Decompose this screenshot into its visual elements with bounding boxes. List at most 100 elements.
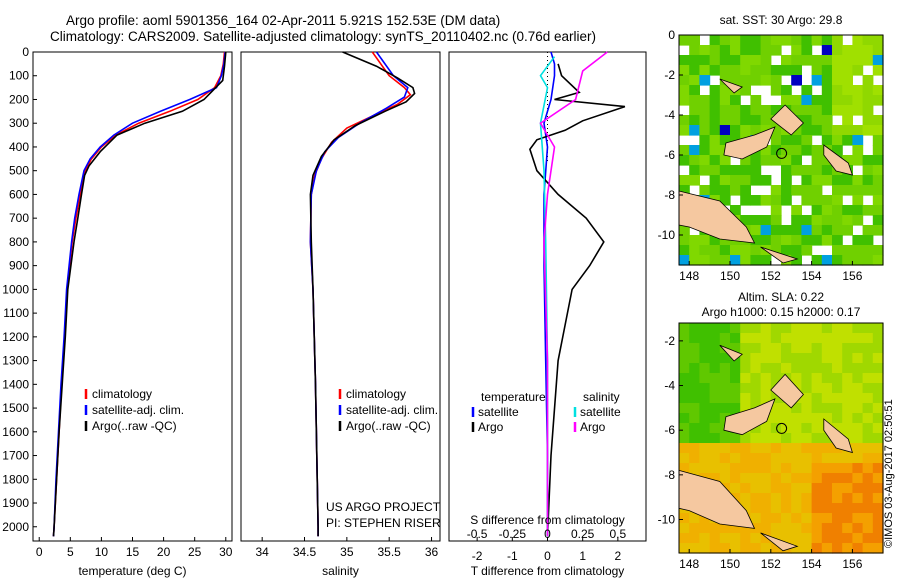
sla_map-cell	[842, 383, 853, 394]
sst_map-cell	[862, 185, 874, 196]
sst_map-cell	[699, 125, 711, 136]
sla_map-cell	[709, 533, 721, 544]
sla_map-cell	[862, 433, 874, 444]
sla_map-cell	[770, 513, 782, 524]
sla_map-cell	[699, 403, 711, 414]
sst_map-cell	[719, 65, 731, 76]
diff-stick-label-1: -0.25	[499, 527, 527, 541]
sst_map-cell	[821, 135, 833, 146]
sla_map-cell	[801, 373, 813, 384]
sla_map-cell	[852, 513, 864, 524]
sst_map-cell	[862, 155, 874, 166]
sst_map-cell	[791, 125, 802, 136]
sla_map-cell	[842, 533, 853, 544]
sst_map-cell	[699, 105, 711, 116]
sla_map-cell	[770, 433, 782, 444]
temp-ytick-label-0: 0	[22, 45, 29, 59]
sst_map-cell	[760, 235, 772, 246]
sla_map-cell	[852, 503, 864, 514]
sst_map-cell	[842, 245, 853, 256]
sst_map-cell	[862, 255, 874, 266]
sst_map-cell	[801, 45, 813, 56]
sla_map-cell	[770, 443, 782, 454]
sst_map-cell	[791, 45, 802, 56]
sla_map-cell	[699, 323, 711, 334]
diff-stick-label-3: 0.25	[571, 527, 595, 541]
sla_map-cell	[730, 383, 741, 394]
sst_map-cell	[862, 205, 874, 216]
sla_map-cell	[781, 463, 792, 474]
sla_map-cell	[679, 453, 690, 464]
sst_map-cell	[852, 105, 864, 116]
sst_map-cell	[679, 155, 690, 166]
sst_map-cell	[791, 225, 802, 236]
sst_map-cell	[781, 185, 792, 196]
sst_map-cell	[832, 45, 843, 56]
sla_map-cell	[750, 343, 762, 354]
sla_map-cell	[781, 323, 792, 334]
sla_map-cell	[862, 463, 874, 474]
sla_map-cell	[679, 323, 690, 334]
sal-xlabel: salinity	[322, 564, 359, 578]
sla_map-cell	[872, 473, 884, 484]
sla_map-cell	[719, 533, 731, 544]
sla_map-cell	[852, 393, 864, 404]
sst_map-cell	[821, 215, 833, 226]
sst_map-cell	[679, 245, 690, 256]
sla_map-cell	[760, 353, 772, 364]
sst_map-cell	[811, 175, 823, 186]
sla_map-cell	[679, 433, 690, 444]
sst_map-cell	[719, 105, 731, 116]
sla_map-cell	[872, 383, 884, 394]
sst_map-cell	[852, 145, 864, 156]
sst_map-cell	[709, 95, 721, 106]
sst_map-cell	[862, 75, 874, 86]
sst_map-cell	[821, 155, 833, 166]
sla_map-cell	[852, 423, 864, 434]
sst_map-cell	[689, 105, 700, 116]
sla_map-cell	[821, 523, 833, 534]
sla_map-cell	[872, 443, 884, 454]
sst_map-cell	[811, 205, 823, 216]
sst_map-cell	[872, 85, 884, 96]
sst_map-cell	[679, 65, 690, 76]
sla_map-cell	[872, 503, 884, 514]
sla_map-cell	[801, 543, 813, 554]
sst_map-cell	[760, 215, 772, 226]
sst_map-cell	[862, 225, 874, 236]
sla_map-cell	[832, 403, 843, 414]
sla_map-cell	[719, 413, 731, 424]
sst_map-cell	[679, 255, 690, 266]
sla_map-cell	[699, 453, 711, 464]
sst_map-cell	[750, 165, 762, 176]
sla_map-cell	[832, 483, 843, 494]
sst_map-cell	[760, 115, 772, 126]
sst_map-cell	[679, 225, 690, 236]
sst_map-cell	[872, 245, 884, 256]
sst_map-cell	[699, 165, 711, 176]
sst_map-cell	[740, 155, 751, 166]
sst_map-cell	[791, 65, 802, 76]
sst_map-cell	[689, 125, 700, 136]
sst_map-cell	[770, 235, 782, 246]
sla_map-cell	[679, 543, 690, 554]
header-subtitle: Climatology: CARS2009. Satellite-adjuste…	[50, 29, 597, 44]
sla_map-cell	[791, 453, 802, 464]
sla_map-cell	[821, 533, 833, 544]
sla_map-cell	[832, 373, 843, 384]
sst_map-cell	[689, 45, 700, 56]
sla_map-cell	[862, 373, 874, 384]
sla_map-cell	[791, 333, 802, 344]
sla_map-cell	[679, 383, 690, 394]
sla_map-cell	[699, 373, 711, 384]
sla_map-cell	[862, 503, 874, 514]
sla_map-cell	[821, 373, 833, 384]
sla_map-cell	[699, 353, 711, 364]
sla_map-cell	[801, 513, 813, 524]
sst_map-cell	[832, 95, 843, 106]
sst_map-cell	[719, 55, 731, 66]
sla_map-cell	[872, 323, 884, 334]
sla_map-cell	[791, 403, 802, 414]
sst_map-cell	[852, 245, 864, 256]
sst_map-cell	[679, 175, 690, 186]
